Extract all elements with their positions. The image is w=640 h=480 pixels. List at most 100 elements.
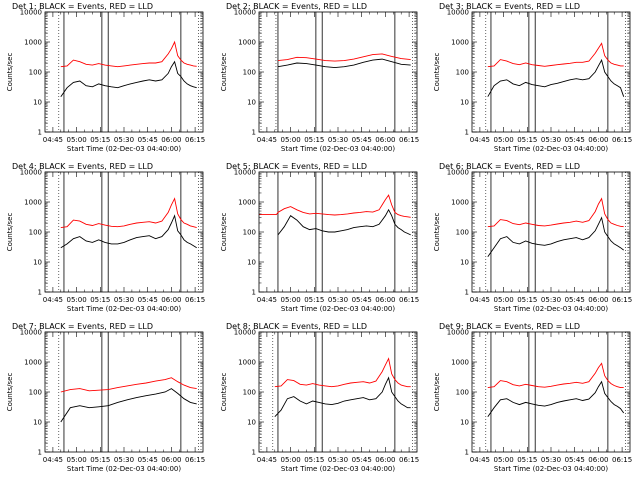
y-tick-label: 1000 [238, 199, 256, 207]
chart-title: Det 2: BLACK = Events, RED = LLD [226, 2, 367, 11]
x-tick-label: 05:00 [67, 136, 87, 144]
y-axis-label: Counts/sec [6, 53, 14, 92]
y-tick-label: 1 [252, 449, 256, 457]
x-tick-label: 06:15 [612, 456, 632, 464]
chart-title: Det 4: BLACK = Events, RED = LLD [12, 162, 153, 171]
y-tick-label: 1 [465, 289, 469, 297]
y-axis-label: Counts/sec [220, 53, 228, 92]
x-tick-label: 05:30 [328, 136, 348, 144]
y-tick-label: 10000 [234, 329, 256, 337]
x-tick-label: 06:00 [161, 296, 181, 304]
x-axis-label: Start Time (02-Dec-03 04:40:00) [281, 305, 395, 313]
x-axis-label: Start Time (02-Dec-03 04:40:00) [281, 145, 395, 153]
y-tick-label: 100 [243, 229, 256, 237]
x-tick-label: 05:15 [304, 296, 324, 304]
series-events-line [60, 60, 197, 97]
x-axis-label: Start Time (02-Dec-03 04:40:00) [494, 305, 608, 313]
detector-chart-1: Det 1: BLACK = Events, RED = LLD 1 10 100 10… [6, 2, 205, 153]
plot-frame [258, 331, 418, 453]
plot-frame [44, 331, 204, 453]
x-tick-label: 04:45 [257, 296, 277, 304]
x-tick-label: 05:45 [352, 456, 372, 464]
x-tick-label: 05:45 [352, 136, 372, 144]
y-tick-label: 1 [38, 449, 42, 457]
y-tick-label: 1000 [451, 39, 469, 47]
x-tick-label: 04:45 [43, 136, 63, 144]
y-tick-label: 10 [33, 259, 42, 267]
x-tick-label: 05:45 [565, 296, 585, 304]
y-tick-label: 10 [247, 419, 256, 427]
x-tick-label: 06:15 [399, 456, 419, 464]
y-tick-label: 1 [38, 289, 42, 297]
detector-chart-9: Det 9: BLACK = Events, RED = LLD 1 10 100 10… [433, 322, 632, 473]
y-axis-label: Counts/sec [6, 213, 14, 252]
x-tick-label: 04:45 [257, 136, 277, 144]
y-tick-label: 1 [38, 129, 42, 137]
x-tick-label: 05:00 [281, 136, 301, 144]
detector-chart-6: Det 6: BLACK = Events, RED = LLD 1 10 100 10… [433, 162, 632, 313]
x-tick-label: 05:15 [517, 136, 537, 144]
x-tick-label: 05:00 [494, 456, 514, 464]
chart-title: Det 6: BLACK = Events, RED = LLD [439, 162, 580, 171]
series-lld-line [277, 53, 411, 62]
x-tick-label: 04:45 [43, 296, 63, 304]
x-tick-label: 06:15 [185, 456, 205, 464]
chart-title: Det 5: BLACK = Events, RED = LLD [226, 162, 367, 171]
x-tick-label: 05:30 [541, 456, 561, 464]
x-tick-label: 06:00 [375, 456, 395, 464]
series-events-line [487, 216, 624, 257]
detector-chart-5: Det 5: BLACK = Events, RED = LLD 1 10 100 10… [220, 162, 419, 313]
series-events-line [277, 208, 411, 236]
y-tick-label: 1000 [24, 199, 42, 207]
x-tick-label: 06:00 [161, 136, 181, 144]
plot-frame [471, 171, 631, 293]
x-tick-label: 05:00 [281, 456, 301, 464]
y-tick-label: 1000 [238, 359, 256, 367]
x-tick-label: 04:45 [43, 456, 63, 464]
x-tick-label: 06:00 [588, 296, 608, 304]
y-axis-label: Counts/sec [433, 213, 441, 252]
y-tick-label: 10000 [20, 169, 42, 177]
y-tick-label: 100 [456, 69, 469, 77]
x-tick-label: 05:00 [281, 296, 301, 304]
series-events-line [60, 214, 197, 249]
x-axis-label: Start Time (02-Dec-03 04:40:00) [67, 305, 181, 313]
series-events-line [274, 376, 411, 418]
x-tick-label: 06:15 [185, 296, 205, 304]
detector-chart-8: Det 8: BLACK = Events, RED = LLD 1 10 100 10… [220, 322, 419, 473]
y-tick-label: 10000 [447, 169, 469, 177]
y-tick-label: 100 [243, 389, 256, 397]
x-tick-label: 04:45 [257, 456, 277, 464]
y-tick-label: 1 [252, 129, 256, 137]
x-tick-label: 05:45 [565, 456, 585, 464]
y-tick-label: 10 [33, 99, 42, 107]
x-tick-label: 05:30 [114, 136, 134, 144]
y-tick-label: 10000 [234, 169, 256, 177]
x-tick-label: 05:45 [138, 456, 158, 464]
plot-frame [44, 11, 204, 133]
chart-title: Det 3: BLACK = Events, RED = LLD [439, 2, 580, 11]
y-tick-label: 1000 [238, 39, 256, 47]
x-tick-label: 06:15 [612, 296, 632, 304]
plot-frame [44, 171, 204, 293]
x-tick-label: 05:30 [114, 296, 134, 304]
x-tick-label: 05:30 [114, 456, 134, 464]
chart-title: Det 1: BLACK = Events, RED = LLD [12, 2, 153, 11]
y-tick-label: 1000 [24, 359, 42, 367]
series-lld-line [487, 362, 624, 389]
x-tick-label: 05:15 [304, 136, 324, 144]
series-lld-line [60, 40, 197, 68]
y-tick-label: 1000 [24, 39, 42, 47]
y-tick-label: 1 [465, 129, 469, 137]
series-lld-line [274, 357, 411, 388]
x-tick-label: 05:15 [517, 456, 537, 464]
x-tick-label: 05:15 [90, 296, 110, 304]
y-tick-label: 10000 [20, 329, 42, 337]
y-tick-label: 1 [252, 289, 256, 297]
plot-frame [471, 331, 631, 453]
series-lld-line [487, 197, 624, 228]
y-tick-label: 10000 [234, 9, 256, 17]
y-axis-label: Counts/sec [433, 53, 441, 92]
y-tick-label: 1000 [451, 359, 469, 367]
y-tick-label: 10000 [447, 9, 469, 17]
